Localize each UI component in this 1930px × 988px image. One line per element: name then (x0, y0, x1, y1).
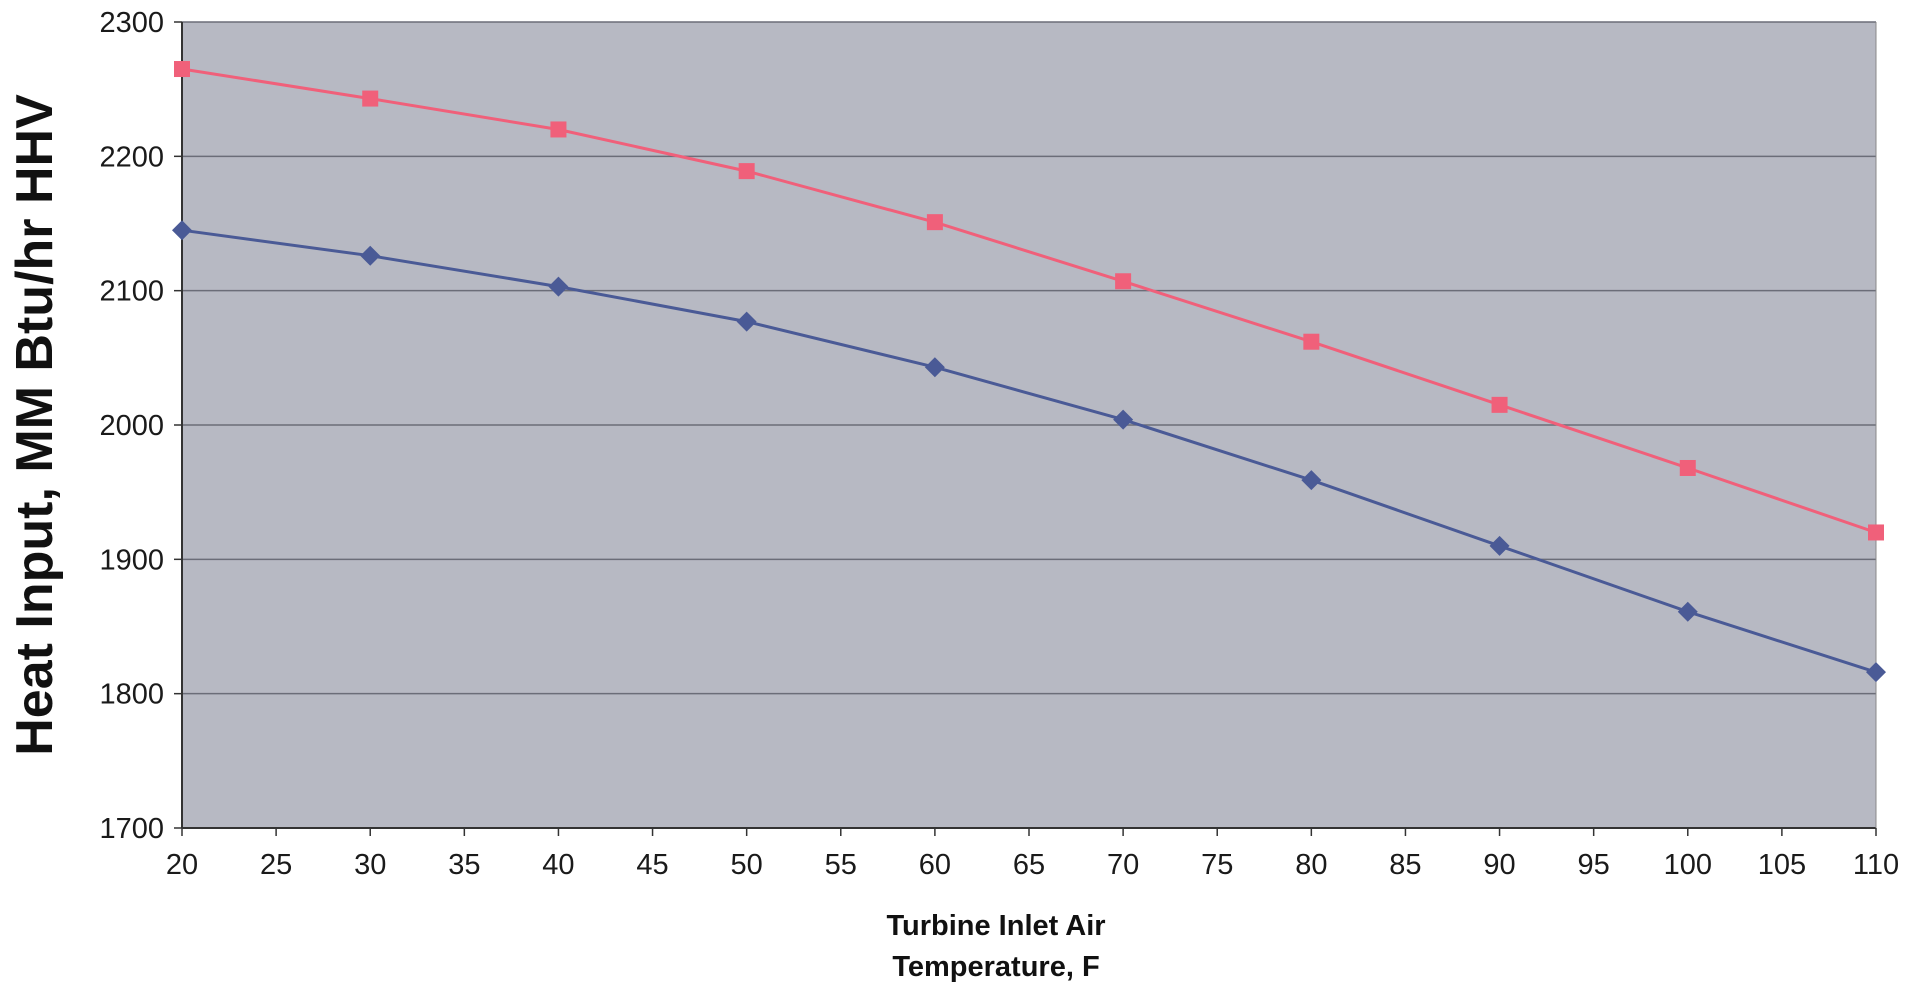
series-2-point (172, 220, 192, 241)
x-tick-label: 50 (731, 849, 763, 881)
series-2-point (924, 357, 945, 378)
series-1-point (1303, 333, 1320, 350)
series-1-point (174, 61, 190, 78)
x-tick-label: 80 (1295, 849, 1327, 881)
x-tick-label: 110 (1853, 849, 1899, 881)
series-2-point (736, 311, 757, 332)
series-1-point (1868, 524, 1884, 541)
series-1-point (1491, 396, 1508, 413)
x-tick-label: 100 (1664, 849, 1712, 881)
series-lines (172, 61, 1886, 683)
series-2-line (181, 228, 1877, 674)
series-2-point (548, 276, 569, 297)
x-tick-label: 30 (354, 849, 386, 881)
y-axis-ticks: 1700 1800 1900 2000 2100 2200 2300 (99, 7, 182, 845)
y-axis-title: Heat Input, MM Btu/hr HHV (6, 94, 64, 756)
y-tick-label: 2200 (99, 141, 164, 173)
series-1-point (926, 214, 943, 231)
y-tick-label: 2000 (99, 410, 164, 442)
series-1-point (550, 121, 567, 138)
x-tick-label: 90 (1483, 849, 1515, 881)
x-axis-title-line1: Turbine Inlet Air (886, 910, 1105, 942)
y-tick-label: 1700 (99, 813, 164, 845)
x-tick-label: 70 (1107, 849, 1139, 881)
series-1-point (738, 163, 755, 180)
y-tick-label: 1800 (99, 679, 164, 711)
x-tick-label: 55 (825, 849, 857, 881)
y-tick-label: 2300 (99, 7, 164, 39)
x-tick-label: 105 (1758, 849, 1806, 881)
y-tick-label: 2100 (99, 276, 164, 308)
series-2-point (360, 245, 381, 266)
x-tick-label: 20 (166, 849, 198, 881)
series-1-point (1115, 273, 1132, 290)
x-axis-ticks: 20 25 30 35 40 45 50 55 60 65 70 75 80 85 90 95 100 105 11… (166, 828, 1899, 881)
series-2-point (1489, 535, 1510, 556)
series-1-point (362, 90, 379, 107)
series-2-point (1113, 409, 1134, 430)
series-1-point (1679, 459, 1696, 476)
x-tick-label: 75 (1201, 849, 1233, 881)
x-tick-label: 35 (448, 849, 480, 881)
y-tick-label: 1900 (99, 544, 164, 576)
x-tick-label: 40 (542, 849, 574, 881)
x-tick-label: 85 (1389, 849, 1421, 881)
series-2-point (1677, 601, 1698, 622)
series-2-point (1866, 662, 1886, 683)
series-2-point (1301, 470, 1322, 491)
x-tick-label: 95 (1578, 849, 1610, 881)
x-tick-label: 45 (636, 849, 668, 881)
x-axis-title-line2: Temperature, F (892, 951, 1099, 983)
x-tick-label: 65 (1013, 849, 1045, 881)
x-tick-label: 60 (919, 849, 951, 881)
x-tick-label: 25 (260, 849, 292, 881)
series-1-line (181, 67, 1877, 534)
